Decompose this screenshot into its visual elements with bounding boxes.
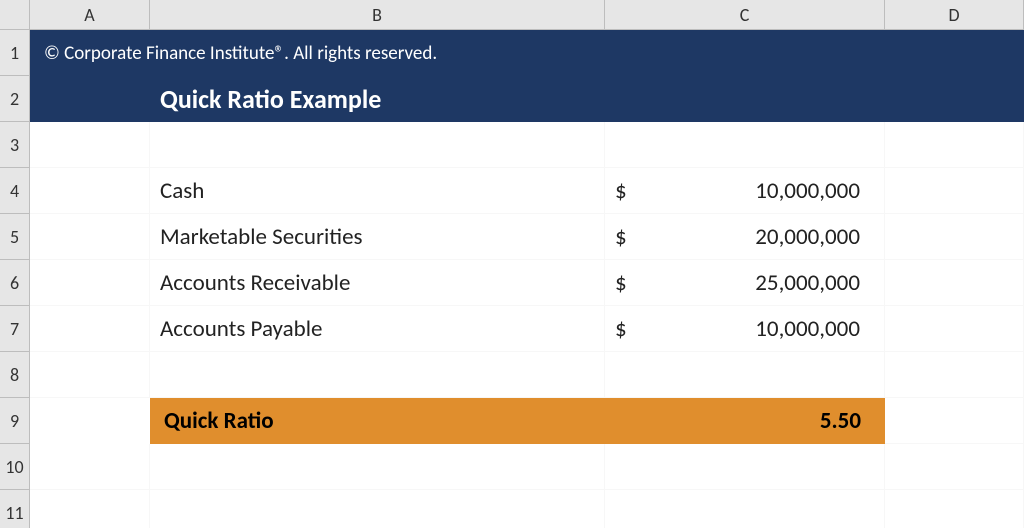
banner-copyright[interactable]: © Corporate Finance Institute®. All righ… (30, 30, 1024, 76)
cell-c10[interactable] (605, 444, 885, 490)
cell-d4[interactable] (885, 168, 1024, 214)
amount-text: 20,000,000 (643, 223, 860, 251)
row-header-3[interactable]: 3 (0, 122, 30, 168)
row-header-8[interactable]: 8 (0, 352, 30, 398)
row-header-7[interactable]: 7 (0, 306, 30, 352)
row-header-5[interactable]: 5 (0, 214, 30, 260)
label-accounts-payable[interactable]: Accounts Payable (150, 306, 605, 352)
cell-a9[interactable] (30, 398, 150, 444)
amount-text: 25,000,000 (643, 269, 860, 297)
row-header-10[interactable]: 10 (0, 444, 30, 490)
currency-symbol: $ (615, 223, 643, 251)
cell-d5[interactable] (885, 214, 1024, 260)
row-header-4[interactable]: 4 (0, 168, 30, 214)
value-accounts-payable[interactable]: $ 10,000,000 (605, 306, 885, 352)
currency-symbol: $ (615, 315, 643, 343)
cell-a10[interactable] (30, 444, 150, 490)
banner-title[interactable]: Quick Ratio Example (150, 76, 1024, 122)
amount-text: 10,000,000 (643, 177, 860, 205)
cell-b3[interactable] (150, 122, 605, 168)
amount-text: 10,000,000 (643, 315, 860, 343)
cell-b10[interactable] (150, 444, 605, 490)
cell-c3[interactable] (605, 122, 885, 168)
row-header-1[interactable]: 1 (0, 30, 30, 76)
cell-d10[interactable] (885, 444, 1024, 490)
cell-a2[interactable] (30, 76, 150, 122)
column-header-c[interactable]: C (605, 0, 885, 30)
cell-a6[interactable] (30, 260, 150, 306)
cell-d11[interactable] (885, 490, 1024, 528)
column-header-d[interactable]: D (885, 0, 1024, 30)
currency-symbol: $ (615, 177, 643, 205)
value-accounts-receivable[interactable]: $ 25,000,000 (605, 260, 885, 306)
cell-a4[interactable] (30, 168, 150, 214)
cell-a5[interactable] (30, 214, 150, 260)
result-label[interactable]: Quick Ratio (150, 398, 605, 444)
row-header-11[interactable]: 11 (0, 490, 30, 528)
cell-a7[interactable] (30, 306, 150, 352)
cell-a3[interactable] (30, 122, 150, 168)
cell-b8[interactable] (150, 352, 605, 398)
row-header-2[interactable]: 2 (0, 76, 30, 122)
value-cash[interactable]: $ 10,000,000 (605, 168, 885, 214)
row-header-9[interactable]: 9 (0, 398, 30, 444)
cell-a11[interactable] (30, 490, 150, 528)
spreadsheet-grid: A B C D 1 © Corporate Finance Institute®… (0, 0, 1024, 528)
result-value[interactable]: 5.50 (605, 398, 885, 444)
currency-symbol: $ (615, 269, 643, 297)
label-marketable-securities[interactable]: Marketable Securities (150, 214, 605, 260)
row-header-6[interactable]: 6 (0, 260, 30, 306)
cell-a8[interactable] (30, 352, 150, 398)
column-header-a[interactable]: A (30, 0, 150, 30)
value-marketable-securities[interactable]: $ 20,000,000 (605, 214, 885, 260)
cell-d7[interactable] (885, 306, 1024, 352)
cell-c8[interactable] (605, 352, 885, 398)
label-cash[interactable]: Cash (150, 168, 605, 214)
cell-d6[interactable] (885, 260, 1024, 306)
cell-d3[interactable] (885, 122, 1024, 168)
cell-d9[interactable] (885, 398, 1024, 444)
cell-d8[interactable] (885, 352, 1024, 398)
cell-c11[interactable] (605, 490, 885, 528)
cell-b11[interactable] (150, 490, 605, 528)
select-all-corner[interactable] (0, 0, 30, 30)
column-header-b[interactable]: B (150, 0, 605, 30)
label-accounts-receivable[interactable]: Accounts Receivable (150, 260, 605, 306)
